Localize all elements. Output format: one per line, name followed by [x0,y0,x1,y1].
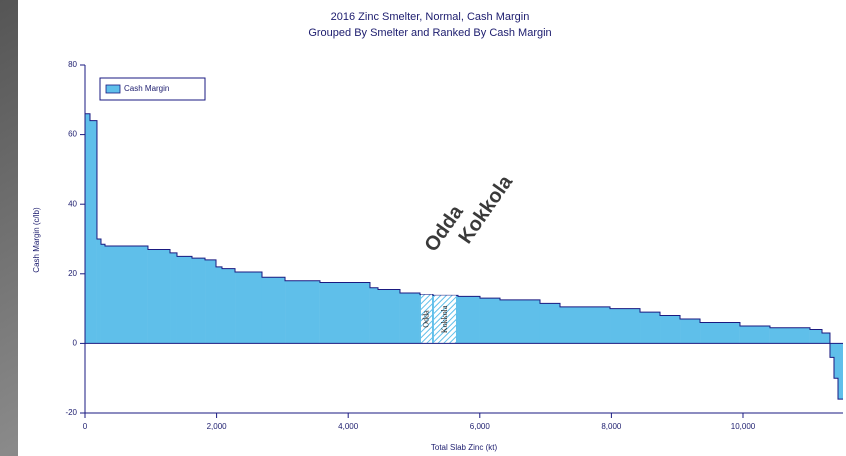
step-bar [261,277,286,344]
x-tick-label: 10,000 [731,422,756,431]
step-bar [829,343,834,358]
legend-box [99,77,206,101]
step-bar [235,272,262,344]
step-bar [221,268,236,344]
step-bar [105,245,148,344]
step-bar [285,280,320,344]
step-bar [90,120,97,344]
step-bar [539,303,561,344]
x-tick-label: 2,000 [207,422,228,431]
chart-panel [18,0,846,456]
step-bar [100,244,106,344]
highlight-label: Odda [421,310,430,328]
step-bar [85,113,91,344]
step-bar [399,292,420,344]
chart-subtitle: Grouped By Smelter and Ranked By Cash Ma… [308,27,551,39]
step-bar [191,258,206,344]
step-bar [610,308,641,344]
step-bar [479,298,500,344]
step-bar [640,312,661,344]
x-tick-label: 0 [83,422,88,431]
x-tick-label: 4,000 [338,422,359,431]
x-axis-label: Total Slab Zinc (kt) [431,443,498,452]
y-tick-label: -20 [65,408,77,417]
y-tick-label: 0 [73,339,78,348]
step-bar [837,343,843,400]
step-bar [216,266,222,344]
highlight-bar [420,294,433,344]
step-bar [809,329,823,344]
step-bar [833,343,838,379]
step-bar [560,306,611,344]
y-axis-label: Cash Margin (c/lb) [32,207,41,273]
legend-label: Cash Margin [124,84,169,93]
highlight-label: Kokkola [440,305,449,333]
step-bar [680,319,701,344]
step-bar [96,239,101,344]
x-tick-label: 8,000 [601,422,622,431]
y-tick-label: 20 [68,269,77,278]
step-bar [499,299,540,344]
x-tick-label: 6,000 [470,422,491,431]
step-outline [85,113,843,400]
step-bar [769,327,810,344]
chart-title: 2016 Zinc Smelter, Normal, Cash Margin [331,11,530,23]
step-bar [319,282,370,344]
legend-swatch [105,84,121,94]
step-bar [739,326,770,344]
step-bar [822,332,830,344]
y-tick-label: 40 [68,199,77,208]
step-bar [170,252,177,344]
step-bar [660,315,681,344]
highlight-bar [433,295,456,344]
step-bar [205,259,217,344]
step-bar [378,289,400,344]
step-bar [147,249,171,344]
y-tick-label: 60 [68,130,77,139]
step-bar [458,296,480,344]
step-bar [700,322,740,344]
y-tick-label: 80 [68,60,77,69]
step-bar [369,287,379,344]
step-bar [176,256,192,344]
